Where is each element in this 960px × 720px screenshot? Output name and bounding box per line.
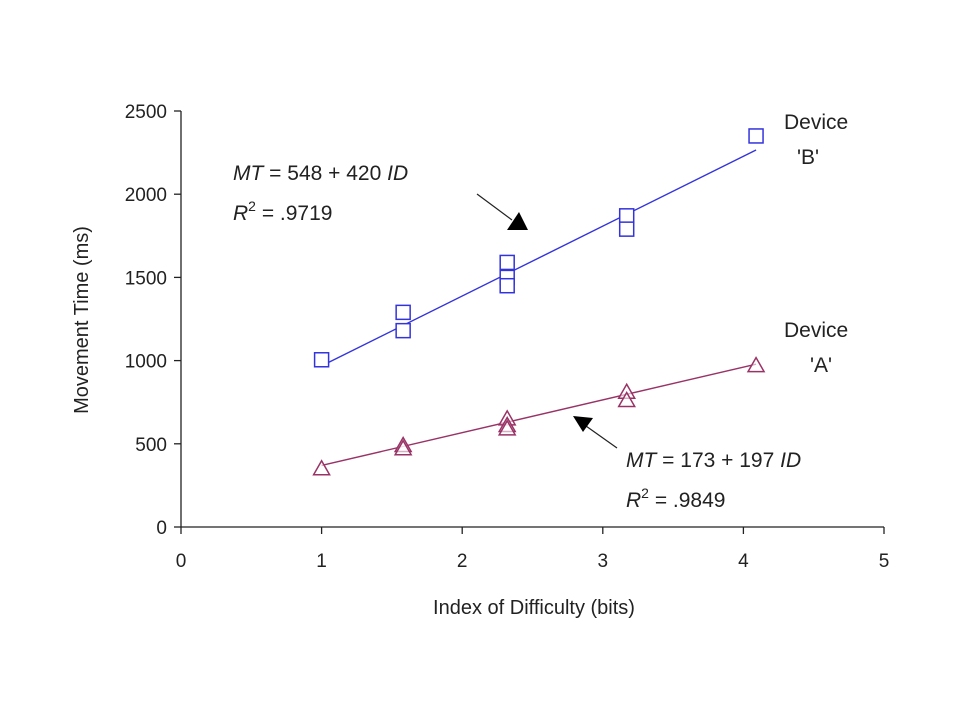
axes: 0 1 2 3 4 5 0 500 1000 1500 2000 2500 xyxy=(125,102,890,572)
equation-b-mt: MT xyxy=(233,162,265,185)
square-marker xyxy=(499,277,515,294)
equation-b: MT = 548 + 420 ID xyxy=(233,162,408,185)
equation-a-id: ID xyxy=(780,449,801,472)
y-tick-label: 1000 xyxy=(125,352,167,373)
square-marker xyxy=(748,128,764,144)
triangle-marker xyxy=(746,356,766,373)
device-b-label: Device xyxy=(784,111,848,134)
triangle-marker xyxy=(312,459,331,476)
square-marker xyxy=(618,221,635,237)
x-tick-label: 5 xyxy=(879,551,890,572)
square-marker xyxy=(499,254,515,271)
data-markers xyxy=(312,128,766,476)
triangle-marker xyxy=(393,439,413,456)
equation-b-id: ID xyxy=(387,162,408,185)
r-squared-b-exp: 2 xyxy=(248,198,256,214)
r-squared-a-exp: 2 xyxy=(641,485,649,501)
square-marker xyxy=(618,208,635,224)
x-tick-label: 4 xyxy=(738,551,749,572)
device-a-label: Device xyxy=(784,319,848,342)
x-tick-label: 3 xyxy=(598,551,609,572)
r-squared-a-r: R xyxy=(626,489,641,512)
fit-lines xyxy=(321,149,757,467)
y-tick-label: 1500 xyxy=(125,268,167,289)
y-tick-label: 0 xyxy=(156,518,167,539)
device-a-label-letter: 'A' xyxy=(810,354,832,377)
r-squared-b-r: R xyxy=(233,202,248,225)
equation-a-formula: = 173 + 197 xyxy=(662,449,774,472)
y-tick-label: 2500 xyxy=(125,102,167,123)
fit-line-device-b xyxy=(321,149,757,367)
triangle-marker xyxy=(497,419,517,436)
r-squared-a-value: = .9849 xyxy=(655,489,726,512)
square-marker xyxy=(395,304,411,321)
square-marker xyxy=(395,322,411,339)
x-tick-label: 0 xyxy=(176,551,187,572)
equation-b-formula: = 548 + 420 xyxy=(269,162,381,185)
x-axis-title: Index of Difficulty (bits) xyxy=(433,597,635,619)
y-tick-label: 2000 xyxy=(125,185,167,206)
device-b-label-letter: 'B' xyxy=(797,146,819,169)
triangle-marker xyxy=(617,391,636,408)
square-marker xyxy=(313,352,330,368)
arrow-b xyxy=(476,193,528,230)
y-tick-label: 500 xyxy=(135,435,167,456)
r-squared-a: R2 = .9849 xyxy=(626,480,725,512)
x-tick-label: 1 xyxy=(316,551,327,572)
equation-a: MT = 173 + 197 ID xyxy=(626,449,801,472)
equation-a-mt: MT xyxy=(626,449,658,472)
fit-line-device-a xyxy=(321,363,757,467)
x-tick-label: 2 xyxy=(457,551,468,572)
r-squared-b-value: = .9719 xyxy=(262,202,333,225)
y-axis-title: Movement Time (ms) xyxy=(71,226,93,414)
r-squared-b: R2 = .9719 xyxy=(233,193,332,225)
arrow-a xyxy=(573,416,618,449)
